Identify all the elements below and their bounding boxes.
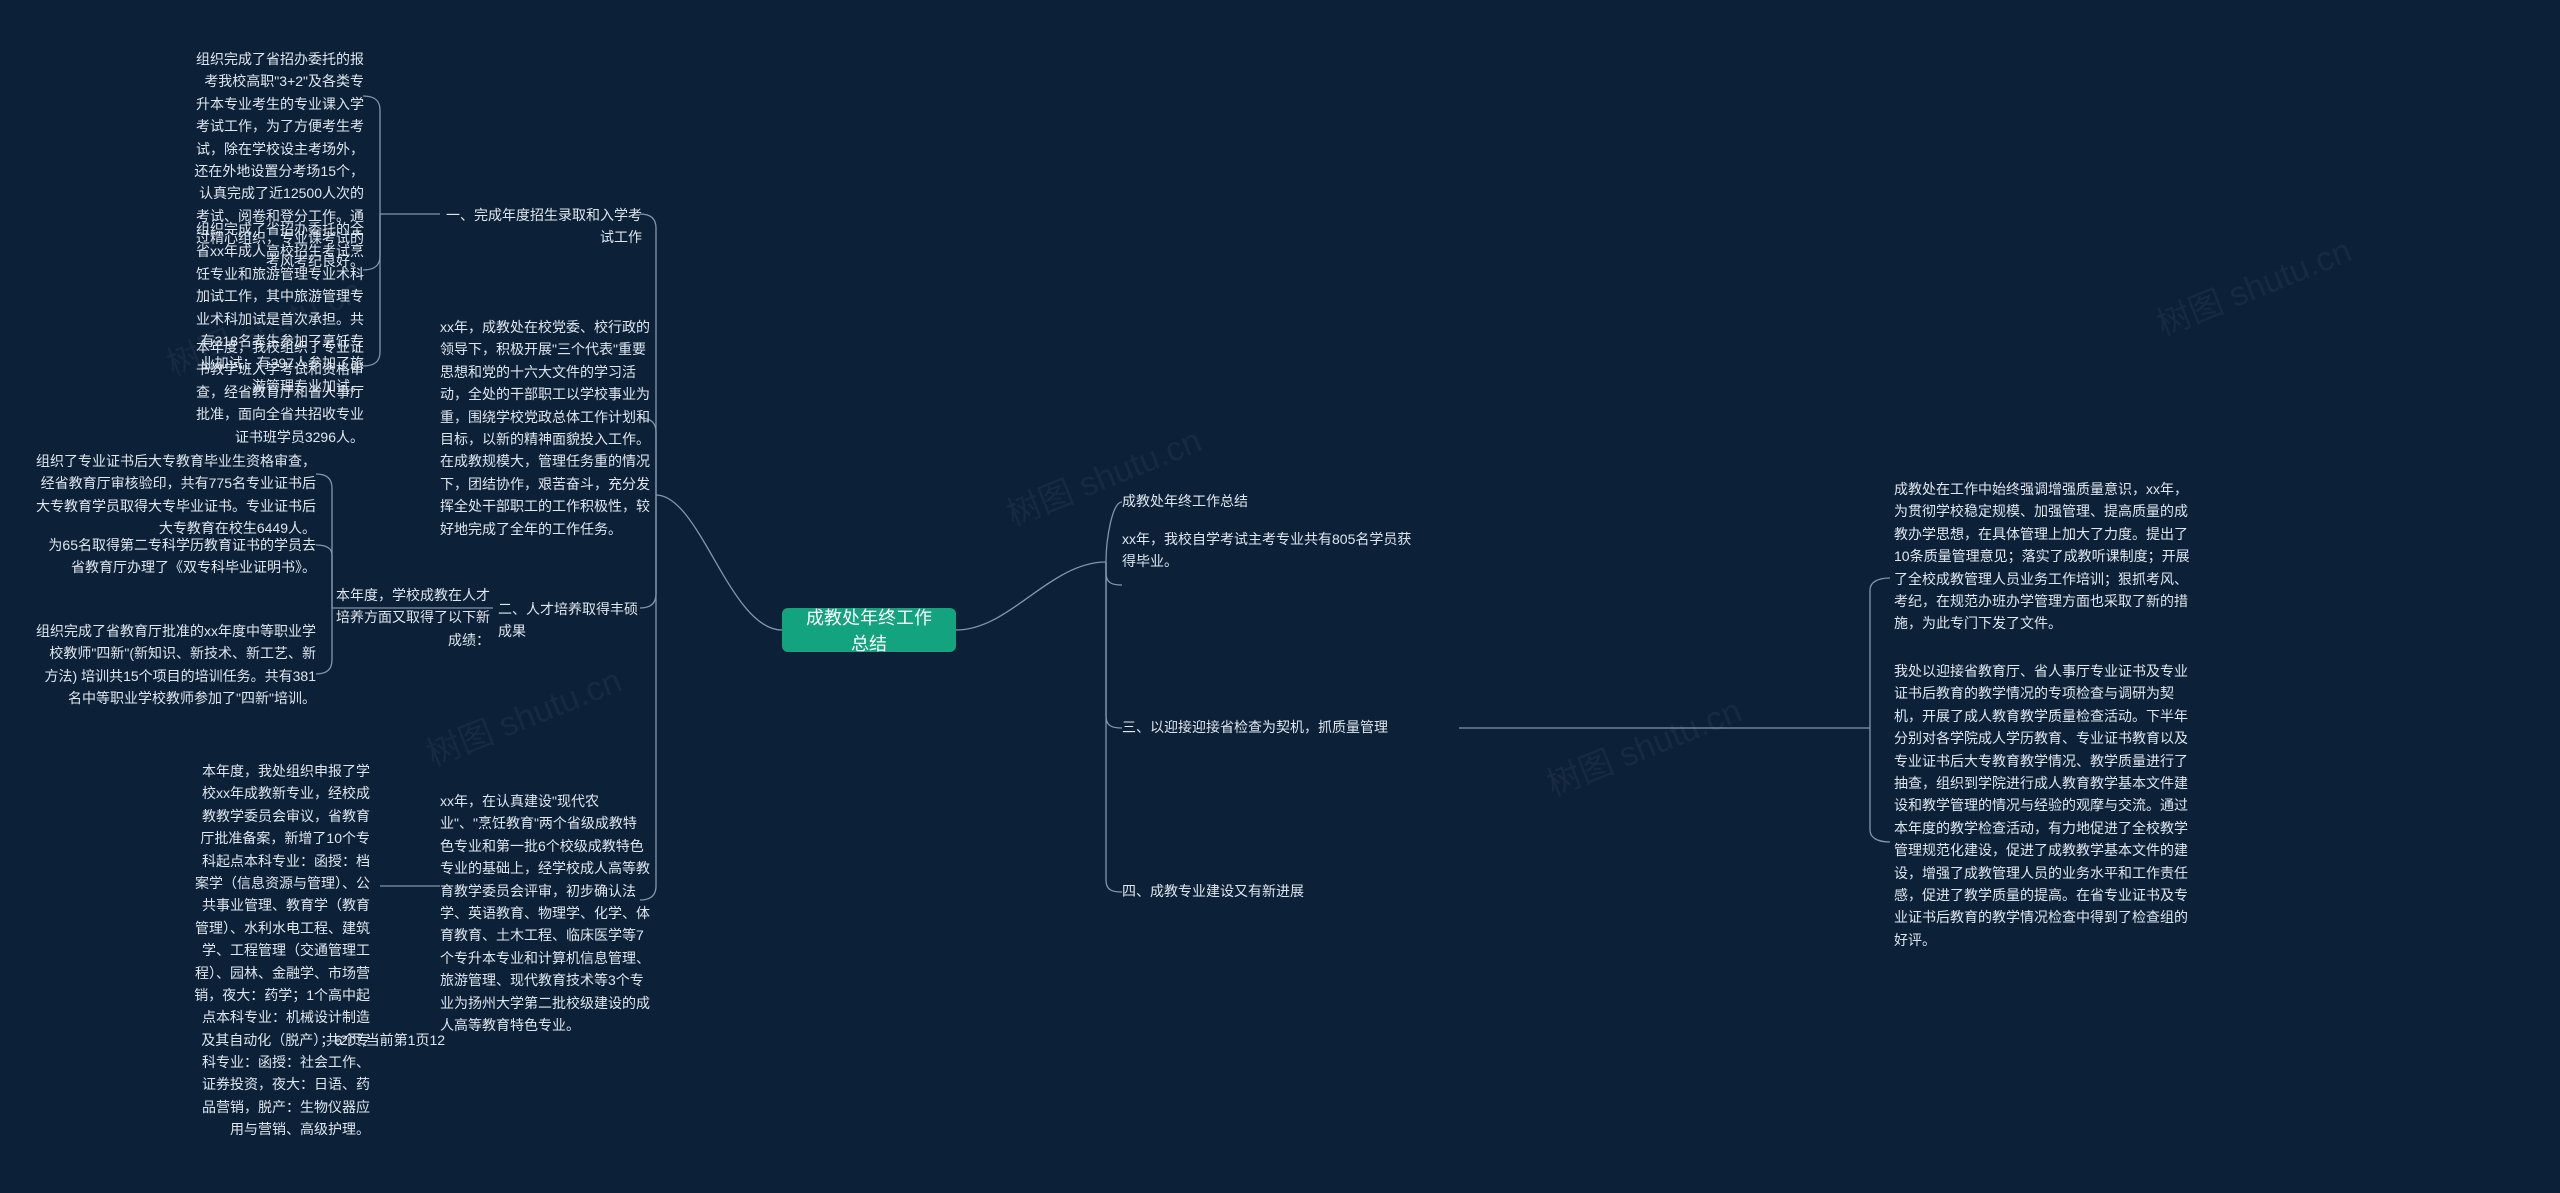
node-right-sec3[interactable]: 三、以迎接迎接省检查为契机，抓质量管理 <box>1122 716 1442 738</box>
node-left-sec2-parent[interactable]: 本年度，学校成教在人才培养方面又取得了以下新成绩： <box>336 584 490 651</box>
node-left-intro[interactable]: xx年，成教处在校党委、校行政的领导下，积极开展"三个代表"重要思想和党的十六大… <box>440 316 650 540</box>
root-node[interactable]: 成教处年终工作总结 <box>782 608 956 652</box>
node-right-sec4[interactable]: 四、成教专业建设又有新进展 <box>1122 880 1382 902</box>
watermark: 树图 shutu.cn <box>418 653 627 776</box>
node-right-sec3-p2[interactable]: 我处以迎接省教育厅、省人事厅专业证书及专业证书后教育的教学情况的专项检查与调研为… <box>1894 660 2194 951</box>
node-left-sec1[interactable]: 一、完成年度招生录取和入学考试工作 <box>444 204 642 249</box>
node-left-sec2-p3[interactable]: 组织完成了省教育厅批准的xx年度中等职业学校教师"四新"(新知识、新技术、新工艺… <box>36 620 316 710</box>
node-left-sec2-p1[interactable]: 组织了专业证书后大专教育毕业生资格审查，经省教育厅审核验印，共有775名专业证书… <box>36 450 316 540</box>
node-right-selfstudy[interactable]: xx年，我校自学考试主考专业共有805名学员获得毕业。 <box>1122 528 1422 573</box>
node-left-special-p1[interactable]: 本年度，我处组织申报了学校xx年成教新专业，经校成教教学委员会审议，省教育厅批准… <box>192 760 370 1141</box>
node-right-sec3-p1[interactable]: 成教处在工作中始终强调增强质量意识，xx年，为贯彻学校稳定规模、加强管理、提高质… <box>1894 478 2194 635</box>
node-left-special[interactable]: xx年，在认真建设"现代农业"、"烹饪教育"两个省级成教特色专业和第一批6个校级… <box>440 790 650 1036</box>
watermark: 树图 shutu.cn <box>998 413 1207 536</box>
node-left-sec2[interactable]: 二、人才培养取得丰硕成果 <box>498 598 642 643</box>
root-label: 成教处年终工作总结 <box>802 604 936 656</box>
pagination-text: 共2页,当前第1页12 <box>326 1030 445 1050</box>
node-left-sec2-p2[interactable]: 为65名取得第二专科学历教育证书的学员去省教育厅办理了《双专科毕业证明书》。 <box>36 534 316 579</box>
watermark: 树图 shutu.cn <box>2148 223 2357 346</box>
node-right-title[interactable]: 成教处年终工作总结 <box>1122 490 1382 512</box>
node-left-sec1-p3[interactable]: 本年度，我校组织了专业证书教学班入学考试和资格审查，经省教育厅和省人事厅批准，面… <box>192 336 364 448</box>
watermark: 树图 shutu.cn <box>1538 683 1747 806</box>
mindmap-canvas: 树图 shutu.cn 树图 shutu.cn 树图 shutu.cn 树图 s… <box>0 0 2560 1193</box>
